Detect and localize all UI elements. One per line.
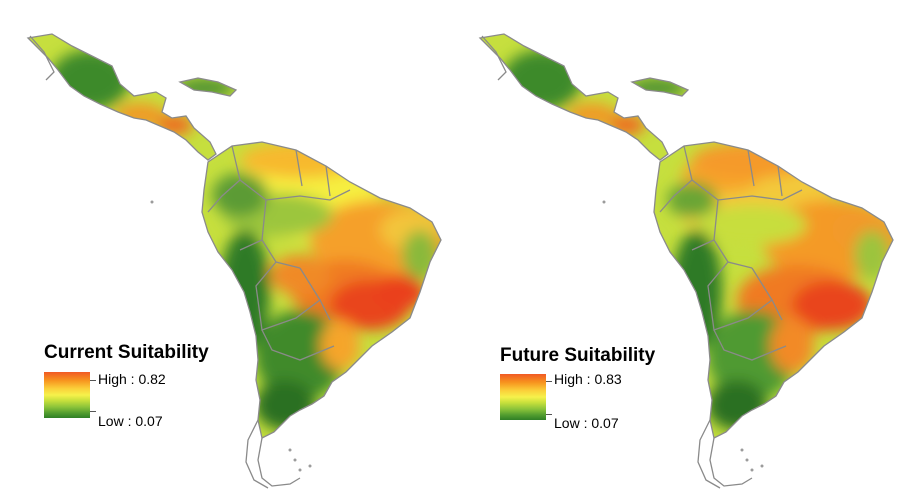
legend-color-ramp: [500, 374, 546, 420]
legend-low-label: Low : 0.07: [554, 415, 619, 431]
legend-high-label: High : 0.82: [98, 371, 166, 387]
legend-title: Future Suitability: [500, 345, 656, 366]
legend-high-label: High : 0.83: [554, 371, 622, 387]
current-suitability-panel: Current Suitability High : 0.82 Low : 0.…: [0, 0, 452, 502]
future-suitability-panel: Future Suitability High : 0.83 Low : 0.0…: [452, 0, 904, 502]
current-suitability-map: [26, 33, 442, 489]
legend-tick-high: [546, 381, 552, 382]
future-suitability-map: [478, 33, 894, 489]
legend-title: Current Suitability: [44, 342, 209, 363]
legend-tick-low: [546, 414, 552, 415]
legend-tick-high: [90, 380, 96, 381]
legend-color-ramp: [44, 372, 90, 418]
legend-low-label: Low : 0.07: [98, 413, 163, 429]
legend-tick-low: [90, 411, 96, 412]
